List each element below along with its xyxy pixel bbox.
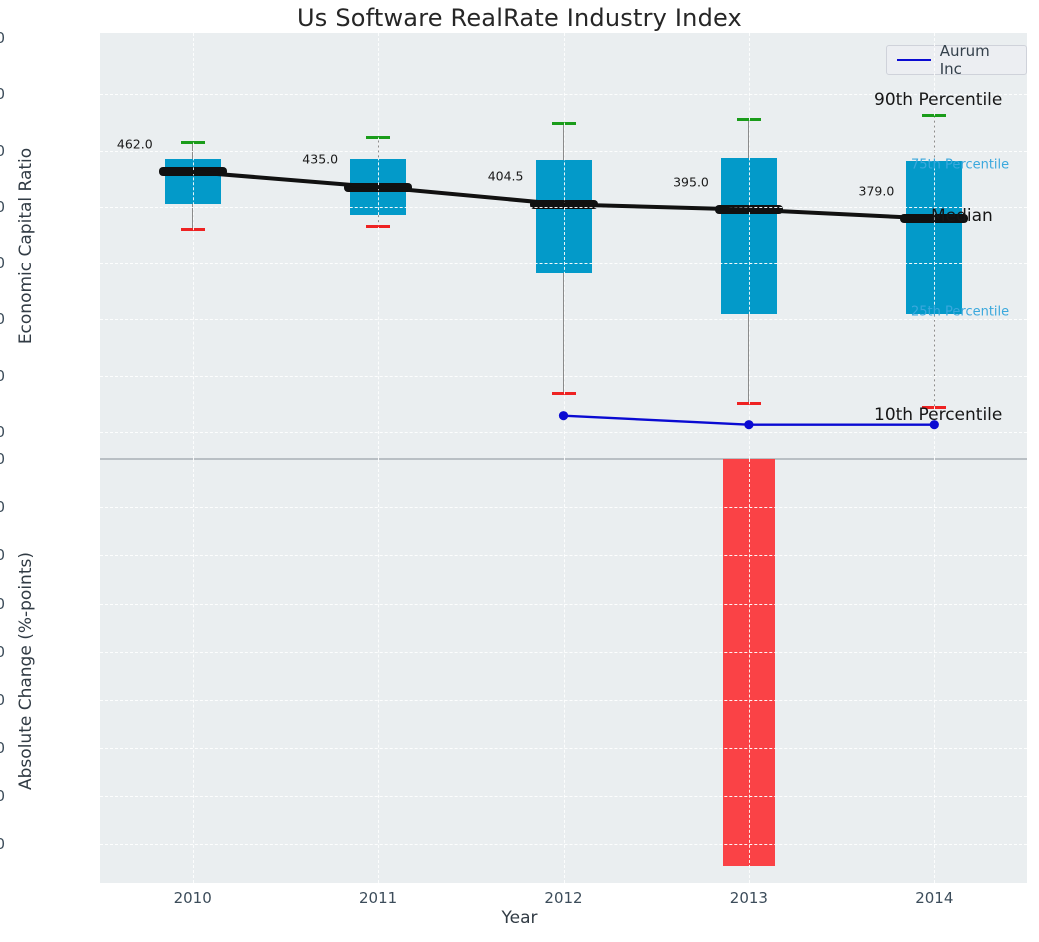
y-tick-top: 100 (0, 366, 5, 385)
legend-label-aurum-inc: Aurum Inc (939, 42, 990, 78)
y-tick-top: 0 (0, 423, 5, 441)
y-tick-bottom: −1400 (0, 787, 5, 806)
annotation-90th-percentile: 90th Percentile (874, 89, 1003, 110)
vertical-gridline-bottom (563, 459, 566, 883)
median-value-label-2011: 435.0 (302, 151, 339, 167)
y-tick-top: 300 (0, 254, 5, 273)
chart-title: Us Software RealRate Industry Index (297, 4, 742, 32)
annotation-median: Median (931, 206, 993, 227)
x-tick-2010: 2010 (173, 889, 212, 907)
annotation-75th-percentile: 75th Percentile (911, 157, 1010, 173)
vertical-gridline-top (378, 33, 380, 459)
y-tick-top: 600 (0, 85, 5, 104)
y-tick-bottom: −400 (0, 546, 5, 565)
x-tick-2012: 2012 (544, 889, 583, 907)
vertical-gridline-top (934, 33, 936, 459)
vertical-gridline-top (192, 33, 195, 459)
x-tick-2011: 2011 (359, 889, 398, 907)
annotation-25th-percentile: 25th Percentile (911, 304, 1010, 320)
vertical-gridline-bottom (192, 459, 195, 883)
y-tick-bottom: −600 (0, 594, 5, 613)
median-value-label-2010: 462.0 (116, 136, 153, 152)
vertical-gridline-bottom (748, 459, 751, 883)
vertical-gridline-bottom (378, 459, 380, 883)
y-tick-top: 500 (0, 141, 5, 160)
y-tick-bottom: −1000 (0, 690, 5, 709)
y-tick-top: 700 (0, 29, 5, 47)
vertical-gridline-top (563, 33, 566, 459)
y-axis-label-top: Economic Capital Ratio (16, 147, 36, 345)
chart-legend[interactable]: Aurum Inc (886, 42, 1027, 78)
y-tick-top: 400 (0, 197, 5, 216)
y-tick-bottom: −1600 (0, 835, 5, 854)
y-tick-bottom: 0 (0, 450, 5, 468)
y-tick-top: 200 (0, 310, 5, 329)
y-tick-bottom: −1200 (0, 739, 5, 758)
y-axis-label-bottom: Absolute Change (%-points) (16, 552, 36, 790)
y-tick-bottom: −200 (0, 498, 5, 517)
median-value-label-2014: 379.0 (858, 183, 895, 199)
vertical-gridline-top (748, 33, 751, 459)
legend-line-swatch-aurum-inc (897, 59, 931, 61)
median-value-label-2012: 404.5 (487, 168, 524, 184)
vertical-gridline-bottom (934, 459, 936, 883)
x-tick-2014: 2014 (915, 889, 954, 907)
median-value-label-2013: 395.0 (673, 174, 709, 190)
x-tick-2013: 2013 (729, 889, 768, 907)
annotation-10th-percentile: 10th Percentile (874, 405, 1003, 426)
y-tick-bottom: −800 (0, 642, 5, 661)
x-axis-label: Year (501, 908, 538, 928)
